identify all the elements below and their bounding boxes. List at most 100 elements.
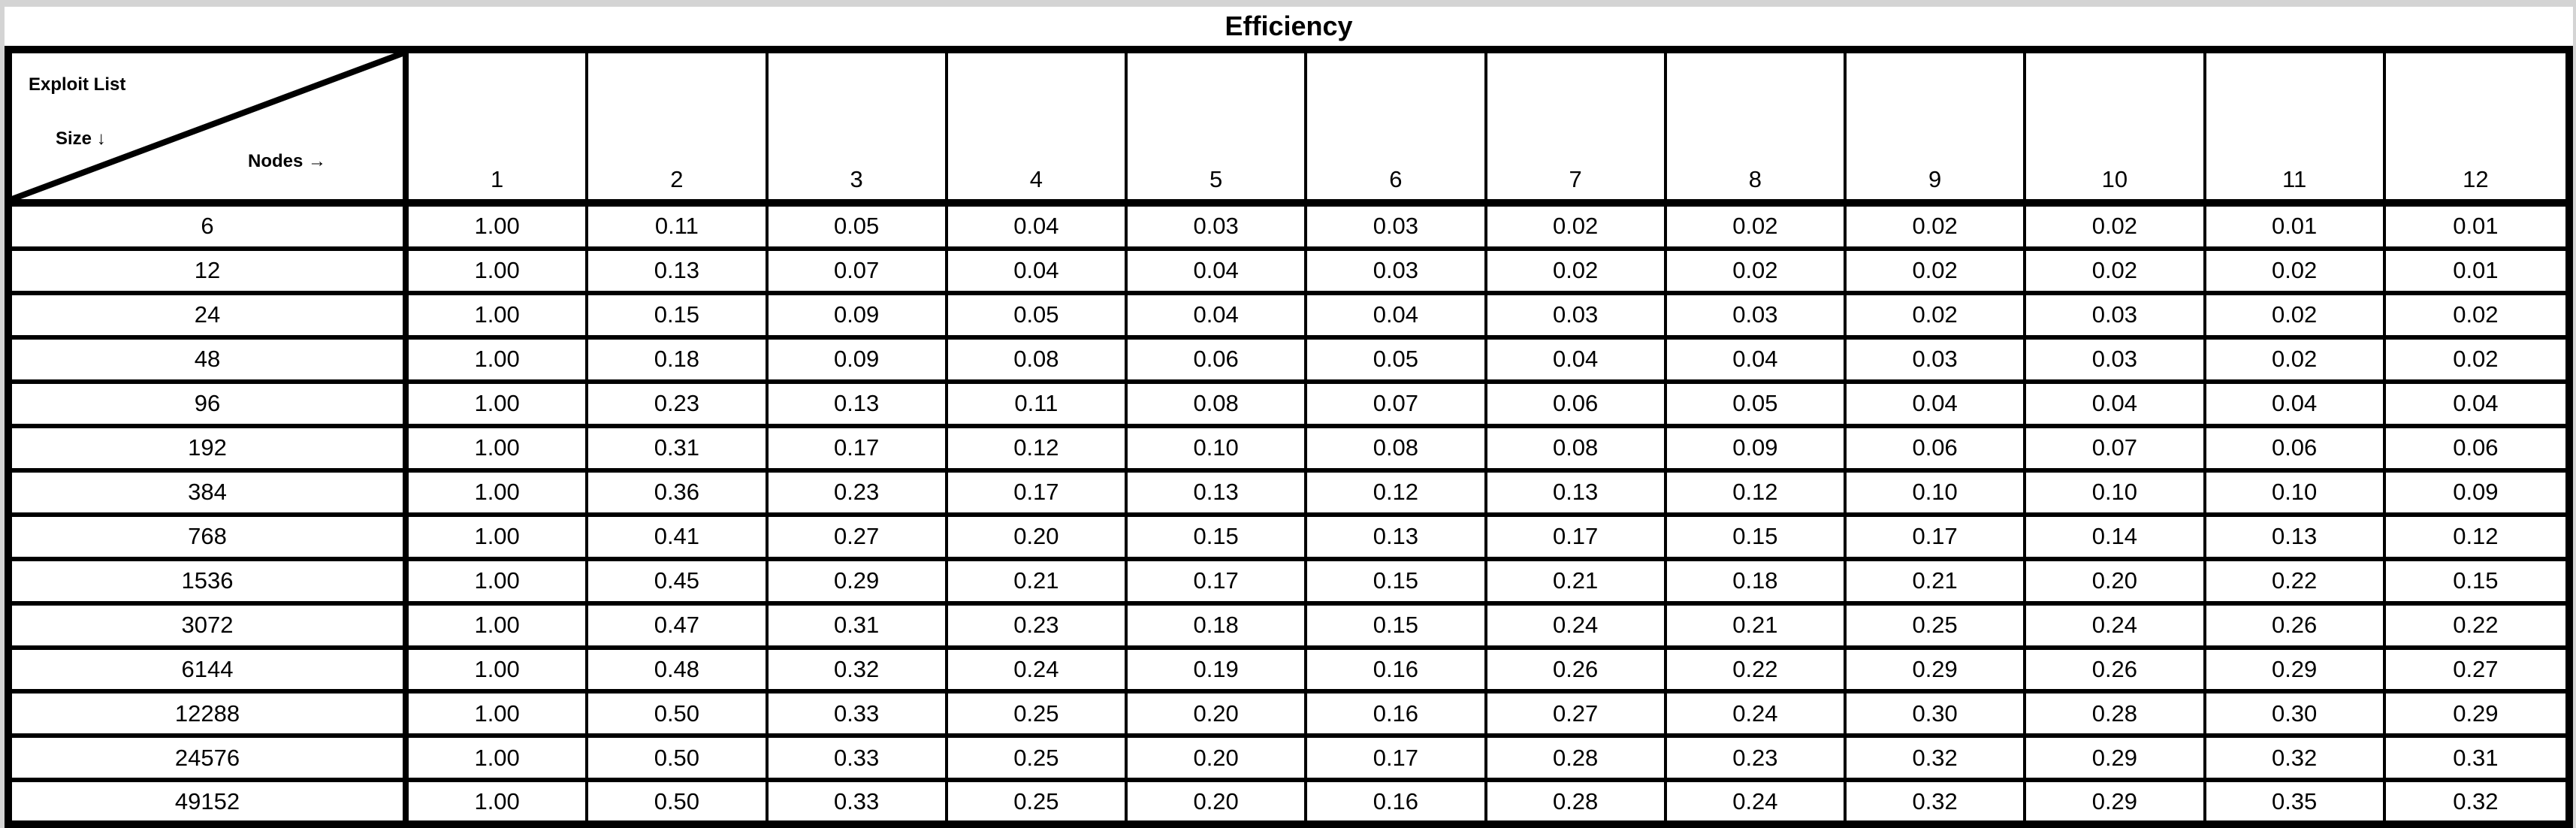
cell: 0.13 xyxy=(2206,516,2386,561)
row-size-label: 384 xyxy=(12,472,409,517)
cell: 0.09 xyxy=(768,339,948,384)
cell: 0.10 xyxy=(1847,472,2027,517)
cell: 0.04 xyxy=(2385,384,2565,428)
cell: 0.11 xyxy=(947,383,1128,428)
table-row: 384 1.00 0.36 0.23 0.17 0.13 0.12 0.13 0.12 0.10 0… xyxy=(12,472,2565,517)
cell: 0.47 xyxy=(588,605,769,650)
column-header: 7 xyxy=(1487,53,1667,207)
cell: 0.05 xyxy=(768,207,948,251)
table-row: 6144 1.00 0.48 0.32 0.24 0.19 0.16 0.26 0.22 0.29… xyxy=(12,649,2565,694)
diagonal-divider-line xyxy=(12,53,403,199)
cell: 1.00 xyxy=(409,295,589,340)
cell: 0.19 xyxy=(1128,649,1308,694)
cell: 0.30 xyxy=(2206,694,2386,739)
cell: 0.41 xyxy=(588,516,769,561)
cell: 0.15 xyxy=(1666,516,1847,561)
cell: 0.27 xyxy=(2385,650,2565,694)
cell: 0.24 xyxy=(2026,605,2206,650)
column-header: 4 xyxy=(947,53,1128,207)
cell: 0.29 xyxy=(768,561,948,606)
cell: 0.21 xyxy=(947,561,1128,606)
column-header: 6 xyxy=(1307,53,1487,207)
cell: 0.24 xyxy=(947,649,1128,694)
cell: 0.24 xyxy=(1667,782,1847,820)
cell: 0.20 xyxy=(1128,738,1308,783)
cell: 0.33 xyxy=(768,694,948,739)
cell: 0.15 xyxy=(1128,516,1308,561)
cell: 0.07 xyxy=(2026,428,2206,473)
cell: 0.13 xyxy=(1307,516,1487,561)
cell: 0.04 xyxy=(1128,250,1308,295)
cell: 1.00 xyxy=(409,516,589,561)
cell: 0.26 xyxy=(2026,649,2206,694)
efficiency-table: Exploit List Size ↓ Nodes → 1 2 3 4 5 6 7 8 9 10 1… xyxy=(5,46,2573,828)
column-header: 9 xyxy=(1847,53,2027,207)
cell: 0.03 xyxy=(1307,250,1487,295)
cell: 0.50 xyxy=(588,782,769,820)
cell: 0.02 xyxy=(2026,250,2206,295)
cell: 0.13 xyxy=(768,383,948,428)
cell: 0.27 xyxy=(768,516,948,561)
cell: 0.04 xyxy=(1487,339,1667,384)
cell: 0.03 xyxy=(1487,295,1667,340)
row-size-label: 24 xyxy=(12,295,409,340)
cell: 0.27 xyxy=(1487,694,1667,739)
cell: 0.17 xyxy=(947,472,1128,517)
cell: 1.00 xyxy=(409,561,589,606)
cell: 1.00 xyxy=(409,782,589,820)
cell: 0.20 xyxy=(2026,561,2206,606)
cell: 0.25 xyxy=(948,782,1128,820)
cell: 0.10 xyxy=(2206,472,2386,517)
row-size-label: 768 xyxy=(12,516,409,561)
cell: 0.04 xyxy=(2206,383,2386,428)
row-size-label: 6144 xyxy=(12,649,409,694)
column-header: 1 xyxy=(409,53,589,207)
cell: 0.12 xyxy=(1666,472,1847,517)
cell: 0.18 xyxy=(1666,561,1847,606)
spreadsheet-area: Efficiency Exploit List Size ↓ Nodes → 1… xyxy=(5,7,2573,828)
cell: 0.28 xyxy=(1487,738,1667,783)
cell: 0.23 xyxy=(768,472,948,517)
table-body: 6 1.00 0.11 0.05 0.04 0.03 0.03 0.02 0.02 0.02 0.0… xyxy=(12,207,2565,820)
cell: 0.25 xyxy=(947,694,1128,739)
cell: 0.02 xyxy=(2206,295,2386,340)
cell: 0.02 xyxy=(2206,250,2386,295)
cell: 0.15 xyxy=(1307,605,1487,650)
row-size-label: 48 xyxy=(12,339,409,384)
column-header: 2 xyxy=(588,53,769,207)
row-size-label: 6 xyxy=(12,207,409,251)
cell: 0.33 xyxy=(769,782,948,820)
cell: 0.04 xyxy=(1666,339,1847,384)
cell: 0.15 xyxy=(588,295,769,340)
column-header: 10 xyxy=(2026,53,2206,207)
cell: 0.21 xyxy=(1666,605,1847,650)
cell: 0.32 xyxy=(1847,738,2027,783)
cell: 0.29 xyxy=(1847,649,2027,694)
cell: 0.01 xyxy=(2206,207,2386,251)
cell: 0.31 xyxy=(768,605,948,650)
row-size-label: 12288 xyxy=(12,694,409,739)
cell: 1.00 xyxy=(409,207,589,251)
cell: 0.35 xyxy=(2206,782,2386,820)
cell: 0.32 xyxy=(2206,738,2386,783)
table-row: 3072 1.00 0.47 0.31 0.23 0.18 0.15 0.24 0.21 0.25… xyxy=(12,605,2565,650)
table-row: 1536 1.00 0.45 0.29 0.21 0.17 0.15 0.21 0.18 0.21… xyxy=(12,561,2565,606)
cell: 0.20 xyxy=(947,516,1128,561)
cell: 0.13 xyxy=(1487,472,1667,517)
cell: 0.02 xyxy=(2206,339,2386,384)
cell: 0.11 xyxy=(588,207,769,251)
cell: 0.10 xyxy=(2026,472,2206,517)
cell: 0.20 xyxy=(1128,782,1308,820)
cell: 0.29 xyxy=(2026,782,2206,820)
cell: 0.29 xyxy=(2206,649,2386,694)
cell: 0.08 xyxy=(1487,428,1667,473)
cell: 0.17 xyxy=(1487,516,1667,561)
cell: 0.26 xyxy=(1487,649,1667,694)
cell: 0.02 xyxy=(1487,207,1667,251)
cell: 0.20 xyxy=(1128,694,1308,739)
cell: 0.06 xyxy=(1128,339,1308,384)
cell: 0.02 xyxy=(2026,207,2206,251)
cell: 0.08 xyxy=(1307,428,1487,473)
cell: 0.22 xyxy=(2206,561,2386,606)
cell: 0.12 xyxy=(947,428,1128,473)
